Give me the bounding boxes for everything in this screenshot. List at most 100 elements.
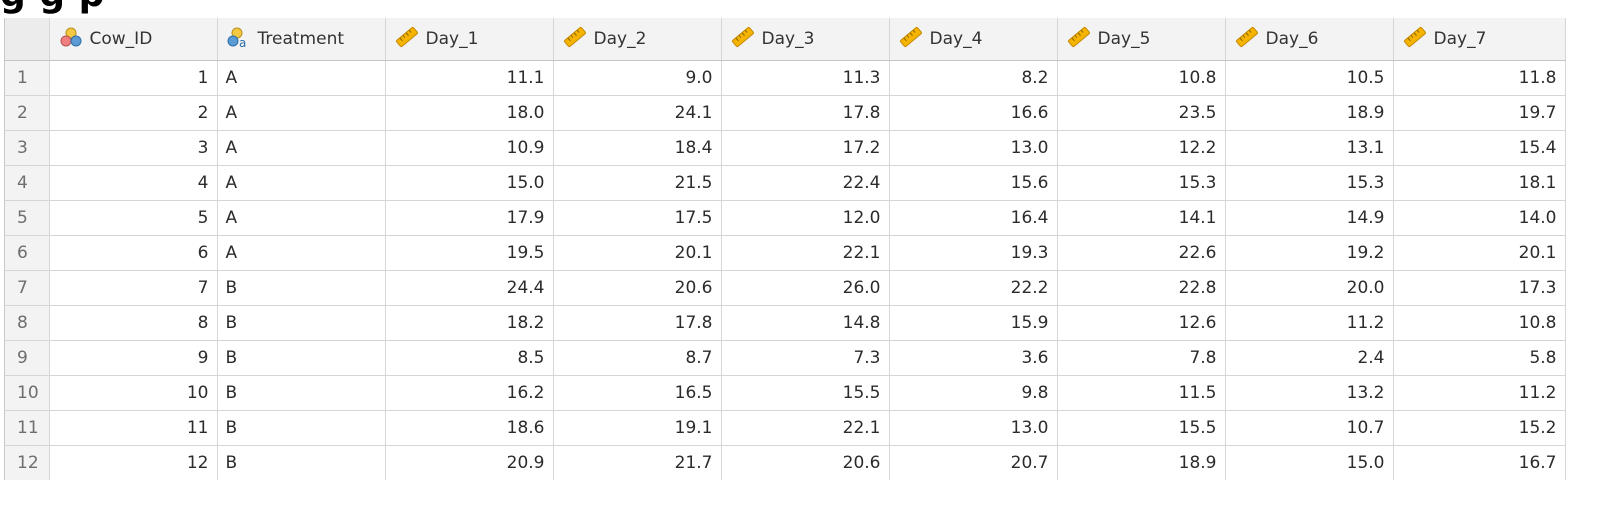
cell-day-6[interactable]: 11.2	[1225, 305, 1394, 341]
cell-treatment[interactable]: A	[217, 165, 386, 201]
cell-day-3[interactable]: 20.6	[721, 445, 890, 480]
cell-cow-id[interactable]: 5	[49, 200, 218, 236]
cell-day-1[interactable]: 16.2	[385, 375, 554, 411]
cell-cow-id[interactable]: 4	[49, 165, 218, 201]
cell-treatment[interactable]: A	[217, 95, 386, 131]
cell-day-4[interactable]: 3.6	[889, 340, 1058, 376]
cell-treatment[interactable]: B	[217, 445, 386, 480]
cell-day-5[interactable]: 15.3	[1057, 165, 1226, 201]
cell-day-5[interactable]: 18.9	[1057, 445, 1226, 480]
cell-day-2[interactable]: 19.1	[553, 410, 722, 446]
row-number[interactable]: 3	[5, 130, 50, 166]
cell-day-6[interactable]: 19.2	[1225, 235, 1394, 271]
cell-day-7[interactable]: 18.1	[1393, 165, 1566, 201]
column-header-day-6[interactable]: Day_6	[1225, 18, 1394, 61]
cell-day-1[interactable]: 24.4	[385, 270, 554, 306]
cell-day-5[interactable]: 7.8	[1057, 340, 1226, 376]
row-number[interactable]: 2	[5, 95, 50, 131]
cell-day-5[interactable]: 11.5	[1057, 375, 1226, 411]
cell-day-3[interactable]: 17.8	[721, 95, 890, 131]
cell-day-3[interactable]: 12.0	[721, 200, 890, 236]
column-header-day-5[interactable]: Day_5	[1057, 18, 1226, 61]
cell-day-6[interactable]: 14.9	[1225, 200, 1394, 236]
cell-cow-id[interactable]: 11	[49, 410, 218, 446]
cell-cow-id[interactable]: 2	[49, 95, 218, 131]
cell-treatment[interactable]: B	[217, 375, 386, 411]
cell-day-1[interactable]: 15.0	[385, 165, 554, 201]
cell-day-5[interactable]: 22.6	[1057, 235, 1226, 271]
cell-day-5[interactable]: 10.8	[1057, 60, 1226, 96]
cell-treatment[interactable]: A	[217, 200, 386, 236]
cell-day-5[interactable]: 15.5	[1057, 410, 1226, 446]
cell-day-5[interactable]: 22.8	[1057, 270, 1226, 306]
cell-day-7[interactable]: 5.8	[1393, 340, 1566, 376]
column-header-cow-id[interactable]: Cow_ID	[49, 18, 218, 61]
row-number[interactable]: 7	[5, 270, 50, 306]
cell-day-4[interactable]: 15.9	[889, 305, 1058, 341]
cell-day-6[interactable]: 15.3	[1225, 165, 1394, 201]
cell-day-2[interactable]: 18.4	[553, 130, 722, 166]
cell-day-3[interactable]: 14.8	[721, 305, 890, 341]
cell-day-4[interactable]: 20.7	[889, 445, 1058, 480]
cell-day-5[interactable]: 12.2	[1057, 130, 1226, 166]
corner-cell[interactable]	[5, 18, 50, 61]
cell-day-4[interactable]: 15.6	[889, 165, 1058, 201]
cell-day-1[interactable]: 17.9	[385, 200, 554, 236]
cell-treatment[interactable]: A	[217, 130, 386, 166]
cell-day-7[interactable]: 15.4	[1393, 130, 1566, 166]
cell-day-6[interactable]: 20.0	[1225, 270, 1394, 306]
cell-day-2[interactable]: 24.1	[553, 95, 722, 131]
data-grid[interactable]: Cow_ID a Treatment Day_1 Day_2 Day_3 Day_4 Day_…	[4, 18, 1569, 480]
cell-day-3[interactable]: 17.2	[721, 130, 890, 166]
cell-day-7[interactable]: 17.3	[1393, 270, 1566, 306]
row-number[interactable]: 12	[5, 445, 50, 480]
cell-day-6[interactable]: 18.9	[1225, 95, 1394, 131]
cell-day-2[interactable]: 17.8	[553, 305, 722, 341]
cell-day-1[interactable]: 8.5	[385, 340, 554, 376]
cell-day-7[interactable]: 19.7	[1393, 95, 1566, 131]
cell-day-4[interactable]: 16.6	[889, 95, 1058, 131]
cell-day-7[interactable]: 10.8	[1393, 305, 1566, 341]
cell-day-1[interactable]: 18.6	[385, 410, 554, 446]
row-number[interactable]: 4	[5, 165, 50, 201]
cell-day-1[interactable]: 11.1	[385, 60, 554, 96]
row-number[interactable]: 9	[5, 340, 50, 376]
cell-day-3[interactable]: 22.4	[721, 165, 890, 201]
cell-cow-id[interactable]: 6	[49, 235, 218, 271]
cell-day-2[interactable]: 9.0	[553, 60, 722, 96]
cell-day-7[interactable]: 16.7	[1393, 445, 1566, 480]
cell-day-7[interactable]: 11.8	[1393, 60, 1566, 96]
cell-day-6[interactable]: 2.4	[1225, 340, 1394, 376]
cell-treatment[interactable]: A	[217, 235, 386, 271]
cell-day-1[interactable]: 10.9	[385, 130, 554, 166]
row-number[interactable]: 8	[5, 305, 50, 341]
cell-day-7[interactable]: 20.1	[1393, 235, 1566, 271]
cell-day-2[interactable]: 20.6	[553, 270, 722, 306]
cell-day-2[interactable]: 21.5	[553, 165, 722, 201]
cell-day-4[interactable]: 13.0	[889, 410, 1058, 446]
cell-day-6[interactable]: 10.5	[1225, 60, 1394, 96]
cell-day-3[interactable]: 15.5	[721, 375, 890, 411]
cell-cow-id[interactable]: 12	[49, 445, 218, 480]
column-header-day-3[interactable]: Day_3	[721, 18, 890, 61]
cell-day-3[interactable]: 22.1	[721, 410, 890, 446]
cell-day-1[interactable]: 19.5	[385, 235, 554, 271]
cell-cow-id[interactable]: 3	[49, 130, 218, 166]
cell-day-2[interactable]: 21.7	[553, 445, 722, 480]
cell-day-2[interactable]: 16.5	[553, 375, 722, 411]
cell-day-3[interactable]: 11.3	[721, 60, 890, 96]
cell-day-4[interactable]: 13.0	[889, 130, 1058, 166]
cell-treatment[interactable]: B	[217, 340, 386, 376]
column-header-day-2[interactable]: Day_2	[553, 18, 722, 61]
cell-day-3[interactable]: 22.1	[721, 235, 890, 271]
cell-day-2[interactable]: 8.7	[553, 340, 722, 376]
cell-day-4[interactable]: 22.2	[889, 270, 1058, 306]
cell-day-1[interactable]: 18.0	[385, 95, 554, 131]
cell-day-3[interactable]: 26.0	[721, 270, 890, 306]
row-number[interactable]: 10	[5, 375, 50, 411]
cell-day-2[interactable]: 17.5	[553, 200, 722, 236]
cell-cow-id[interactable]: 1	[49, 60, 218, 96]
row-number[interactable]: 6	[5, 235, 50, 271]
cell-day-1[interactable]: 20.9	[385, 445, 554, 480]
cell-day-6[interactable]: 13.1	[1225, 130, 1394, 166]
